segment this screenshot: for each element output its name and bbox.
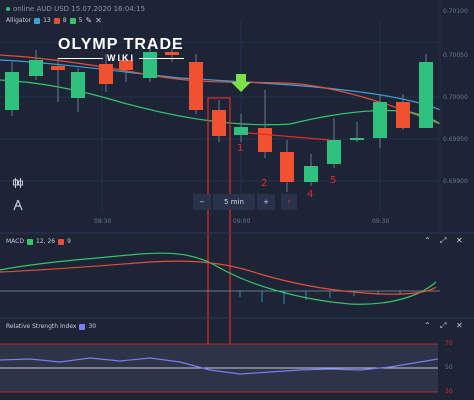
price-label: 0.69900 bbox=[443, 178, 468, 185]
close-icon[interactable]: ✕ bbox=[456, 321, 463, 330]
price-label: 0.70050 bbox=[443, 52, 468, 59]
lips-period: 5 bbox=[78, 17, 83, 24]
macd-title: MACD bbox=[6, 238, 24, 245]
jaw-swatch bbox=[34, 17, 41, 24]
expand-icon[interactable]: ⤢ bbox=[440, 321, 447, 330]
rsi-swatch bbox=[79, 323, 86, 330]
candlestick-icon[interactable] bbox=[11, 176, 25, 190]
candles bbox=[5, 40, 433, 192]
rsi-level-label: 70 bbox=[445, 340, 453, 347]
price-label: 0.70000 bbox=[443, 94, 468, 101]
lips-swatch bbox=[69, 17, 76, 24]
alligator-legend: Alligator 13 8 5 ✎ ✕ bbox=[6, 16, 102, 25]
timeframe-minus-button[interactable]: − bbox=[193, 194, 211, 210]
rsi-level-label: 30 bbox=[445, 388, 453, 395]
edit-icon[interactable]: ✎ bbox=[85, 16, 93, 25]
annotation-label: 5 bbox=[330, 175, 337, 186]
macd-signal: 9 bbox=[67, 238, 71, 245]
chevron-up-icon[interactable]: ⌃ bbox=[424, 321, 431, 330]
rsi-level-label: 50 bbox=[445, 364, 453, 371]
macd-swatch bbox=[27, 238, 33, 245]
jaw-period: 13 bbox=[43, 17, 51, 24]
price-label: 0.70100 bbox=[443, 8, 468, 15]
macd-values: 12, 26 bbox=[36, 238, 56, 245]
logo-line-2: WIKI bbox=[107, 53, 135, 63]
drawing-tool-icon[interactable] bbox=[11, 198, 25, 212]
chevron-right-icon[interactable]: › bbox=[281, 194, 297, 210]
online-dot-icon bbox=[6, 7, 10, 11]
macd-signal-swatch bbox=[58, 238, 65, 245]
down-arrow-icon bbox=[231, 74, 251, 92]
macd-line bbox=[0, 252, 437, 305]
rsi-period: 30 bbox=[88, 323, 97, 330]
chevron-up-icon[interactable]: ⌃ bbox=[424, 236, 431, 245]
close-icon[interactable]: ✕ bbox=[95, 16, 102, 25]
status-bar: online AUD USD 15.07.2020 16:04:15 bbox=[6, 5, 145, 13]
rsi-title: Relative Strength Index bbox=[6, 323, 77, 330]
annotation-line bbox=[247, 132, 331, 141]
annotation-label: 4 bbox=[307, 189, 314, 200]
close-icon[interactable]: ✕ bbox=[456, 236, 463, 245]
macd-signal-line bbox=[0, 260, 437, 295]
teeth-swatch bbox=[53, 17, 60, 24]
status-text: online AUD USD 15.07.2020 16:04:15 bbox=[13, 5, 146, 13]
timeframe-plus-button[interactable]: + bbox=[257, 194, 275, 210]
alligator-teeth-line bbox=[0, 54, 441, 125]
rsi-line bbox=[0, 357, 439, 375]
watermark-logo: OLYMP TRADE WIKI bbox=[58, 36, 184, 63]
indicator-name: Alligator bbox=[6, 17, 32, 24]
time-label: 09:30 bbox=[372, 218, 390, 225]
annotation-label: 1 bbox=[237, 143, 244, 154]
macd-legend: MACD 12, 26 9 bbox=[6, 238, 71, 245]
rsi-legend: Relative Strength Index 30 bbox=[6, 323, 96, 330]
timeframe-control: − 5 min + bbox=[193, 194, 275, 210]
price-label: 0.69950 bbox=[443, 136, 468, 143]
expand-icon[interactable]: ⤢ bbox=[440, 236, 447, 245]
timeframe-label[interactable]: 5 min bbox=[213, 194, 255, 210]
logo-line-1: OLYMP TRADE bbox=[58, 36, 184, 53]
time-label: 09:00 bbox=[233, 218, 251, 225]
time-label: 08:30 bbox=[94, 218, 112, 225]
annotation-label: 2 bbox=[261, 178, 268, 189]
teeth-period: 8 bbox=[62, 17, 67, 24]
